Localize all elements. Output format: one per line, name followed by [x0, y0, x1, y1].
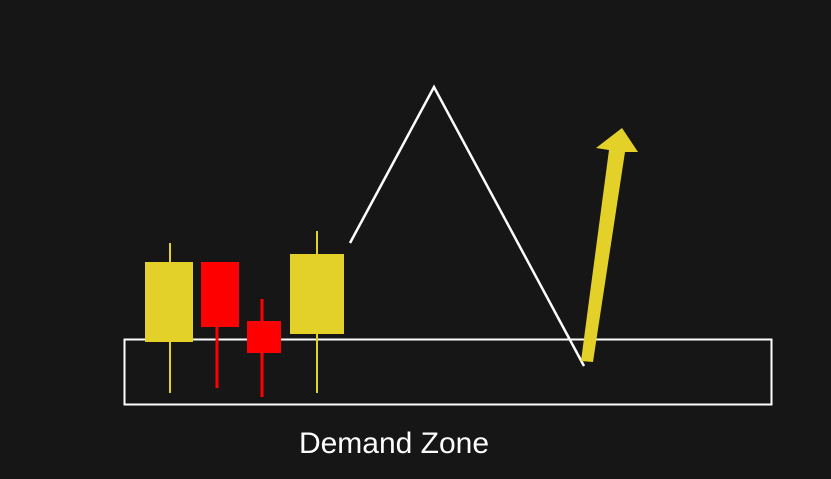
candle: [145, 243, 193, 393]
candle: [290, 231, 344, 393]
candle: [247, 299, 281, 397]
demand-zone-box: [123, 338, 773, 406]
zone-label: Demand Zone: [299, 427, 489, 460]
price-path: [348, 84, 586, 367]
candle-body: [201, 262, 239, 327]
bounce-arrow: [581, 128, 638, 362]
candle-body: [247, 321, 281, 353]
candle-body: [290, 254, 344, 334]
candle-body: [145, 262, 193, 342]
candle: [201, 262, 239, 388]
